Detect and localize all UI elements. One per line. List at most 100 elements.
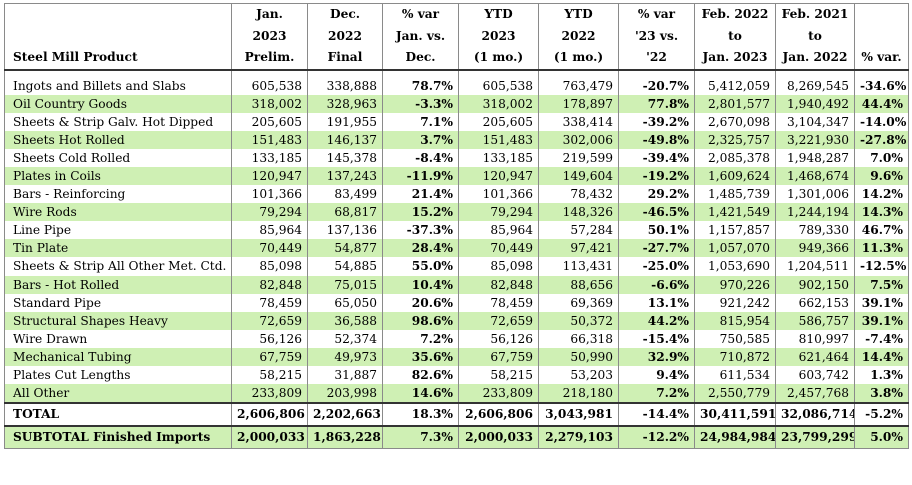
table-header: Steel Mill Product Jan. 2023 Prelim. Dec. 2… xyxy=(4,3,909,71)
value-cell: 9.4% xyxy=(618,366,695,385)
subtotal-row: SUBTOTAL Finished Imports 2,000,033 1,863,… xyxy=(4,426,909,450)
value-cell: 133,185 xyxy=(231,148,308,167)
value-cell: 53,203 xyxy=(538,366,619,385)
value-cell: 77.8% xyxy=(618,94,695,113)
total-value-cell: 2,606,806 xyxy=(458,402,539,428)
value-cell: 750,585 xyxy=(694,329,776,348)
total-row: TOTAL 2,606,806 2,202,663 18.3% 2,606,806 3,0… xyxy=(4,402,909,428)
value-cell: 31,887 xyxy=(307,366,383,385)
value-cell: 58,215 xyxy=(231,366,308,385)
steel-imports-table-container: Steel Mill Product Jan. 2023 Prelim. Dec. 2… xyxy=(4,3,909,481)
header-var-jan-dec: % var Jan. vs. Dec. xyxy=(382,3,459,71)
value-cell: -27.7% xyxy=(618,239,695,258)
table-row: Sheets & Strip All Other Met. Ctd. 85,098… xyxy=(4,257,909,276)
value-cell: 605,538 xyxy=(231,69,308,95)
subtotal-value-cell: 7.3% xyxy=(382,426,459,450)
product-name-cell: Tin Plate xyxy=(4,239,232,258)
value-cell: 21.4% xyxy=(382,185,459,204)
table-row: Standard Pipe 78,459 65,050 20.6% 78,459 69,3… xyxy=(4,293,909,312)
value-cell: 13.1% xyxy=(618,293,695,312)
product-name-cell: Sheets Cold Rolled xyxy=(4,148,232,167)
value-cell: 2,085,378 xyxy=(694,148,776,167)
value-cell: 14.6% xyxy=(382,384,459,404)
value-cell: 921,242 xyxy=(694,293,776,312)
table-row: Line Pipe 85,964 137,136 -37.3% 85,964 57,284… xyxy=(4,221,909,240)
value-cell: -8.4% xyxy=(382,148,459,167)
total-value-cell: 30,411,591 xyxy=(694,402,776,428)
value-cell: 49,973 xyxy=(307,347,383,366)
value-cell: 54,885 xyxy=(307,257,383,276)
value-cell: 146,137 xyxy=(307,130,383,149)
value-cell: 1,053,690 xyxy=(694,257,776,276)
value-cell: 88,656 xyxy=(538,275,619,294)
value-cell: 621,464 xyxy=(775,347,855,366)
value-cell: -39.4% xyxy=(618,148,695,167)
table-row: Bars - Reinforcing 101,366 83,499 21.4% 101,… xyxy=(4,185,909,204)
value-cell: 3,221,930 xyxy=(775,130,855,149)
value-cell: 7.0% xyxy=(854,148,909,167)
value-cell: 949,366 xyxy=(775,239,855,258)
value-cell: 70,449 xyxy=(458,239,539,258)
value-cell: 36,588 xyxy=(307,311,383,330)
product-name-cell: Oil Country Goods xyxy=(4,94,232,113)
subtotal-value-cell: -12.2% xyxy=(618,426,695,450)
value-cell: 611,534 xyxy=(694,366,776,385)
product-name-cell: Ingots and Billets and Slabs xyxy=(4,69,232,95)
value-cell: 149,604 xyxy=(538,166,619,186)
subtotal-label: SUBTOTAL Finished Imports xyxy=(4,426,232,450)
product-name-cell: Wire Drawn xyxy=(4,329,232,348)
table-totals: TOTAL 2,606,806 2,202,663 18.3% 2,606,806 3,0… xyxy=(4,402,909,450)
value-cell: 1,301,006 xyxy=(775,185,855,204)
value-cell: 9.6% xyxy=(854,166,909,186)
value-cell: 120,947 xyxy=(458,166,539,186)
value-cell: 98.6% xyxy=(382,311,459,330)
value-cell: 28.4% xyxy=(382,239,459,258)
value-cell: -12.5% xyxy=(854,257,909,276)
product-name-cell: Structural Shapes Heavy xyxy=(4,311,232,330)
product-name-cell: All Other xyxy=(4,384,232,404)
value-cell: 151,483 xyxy=(458,130,539,149)
value-cell: 52,374 xyxy=(307,329,383,348)
value-cell: -19.2% xyxy=(618,166,695,186)
product-name-cell: Bars - Hot Rolled xyxy=(4,275,232,294)
value-cell: 101,366 xyxy=(231,185,308,204)
value-cell: 2,670,098 xyxy=(694,112,776,131)
value-cell: 203,998 xyxy=(307,384,383,404)
value-cell: 1,157,857 xyxy=(694,221,776,240)
value-cell: 233,809 xyxy=(231,384,308,404)
value-cell: 75,015 xyxy=(307,275,383,294)
value-cell: 14.4% xyxy=(854,347,909,366)
value-cell: -6.6% xyxy=(618,275,695,294)
table-row: Plates in Coils 120,947 137,243 -11.9% 120,9… xyxy=(4,166,909,186)
value-cell: 2,457,768 xyxy=(775,384,855,404)
table-body: Ingots and Billets and Slabs 605,538 338,8… xyxy=(4,69,909,404)
product-name-cell: Bars - Reinforcing xyxy=(4,185,232,204)
value-cell: 233,809 xyxy=(458,384,539,404)
value-cell: 50,372 xyxy=(538,311,619,330)
value-cell: 970,226 xyxy=(694,275,776,294)
value-cell: 15.2% xyxy=(382,203,459,222)
value-cell: 82,848 xyxy=(458,275,539,294)
table-row: Sheets Cold Rolled 133,185 145,378 -8.4% 133… xyxy=(4,148,909,167)
value-cell: -37.3% xyxy=(382,221,459,240)
total-value-cell: -5.2% xyxy=(854,402,909,428)
value-cell: 35.6% xyxy=(382,347,459,366)
header-ytd-2023: YTD 2023 (1 mo.) xyxy=(458,3,539,71)
value-cell: 710,872 xyxy=(694,347,776,366)
value-cell: 39.1% xyxy=(854,293,909,312)
value-cell: -39.2% xyxy=(618,112,695,131)
table-row: Structural Shapes Heavy 72,659 36,588 98.6%… xyxy=(4,311,909,330)
value-cell: 1,421,549 xyxy=(694,203,776,222)
value-cell: 113,431 xyxy=(538,257,619,276)
total-value-cell: -14.4% xyxy=(618,402,695,428)
value-cell: 5,412,059 xyxy=(694,69,776,95)
value-cell: 72,659 xyxy=(231,311,308,330)
value-cell: -49.8% xyxy=(618,130,695,149)
total-value-cell: 18.3% xyxy=(382,402,459,428)
value-cell: -46.5% xyxy=(618,203,695,222)
value-cell: 7.2% xyxy=(618,384,695,404)
value-cell: 69,369 xyxy=(538,293,619,312)
value-cell: -15.4% xyxy=(618,329,695,348)
value-cell: -25.0% xyxy=(618,257,695,276)
value-cell: 810,997 xyxy=(775,329,855,348)
